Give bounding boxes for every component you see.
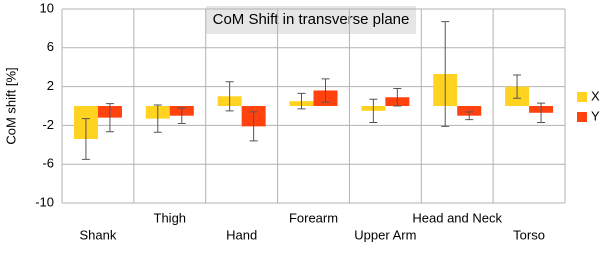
title-box	[206, 6, 416, 34]
error-bar	[321, 78, 330, 103]
x-tick-label: Forearm	[289, 210, 338, 225]
y-tick-label: 10	[40, 0, 54, 15]
error-bar	[81, 118, 90, 160]
legend-swatch	[577, 92, 587, 102]
x-tick-label: Shank	[79, 227, 116, 242]
x-tick-label: Head and Neck	[412, 210, 502, 225]
x-tick-label: Thigh	[154, 210, 187, 225]
bar	[457, 106, 482, 116]
x-tick-label: Upper Arm	[354, 227, 416, 242]
error-bar	[225, 81, 234, 112]
error-bar	[297, 92, 306, 110]
y-tick-label: 6	[47, 39, 54, 54]
error-bar	[465, 111, 474, 121]
error-bar	[441, 21, 450, 127]
legend-swatch	[577, 112, 587, 122]
error-bar	[393, 88, 402, 107]
error-bar	[513, 74, 522, 99]
legend-label: X	[591, 88, 600, 103]
y-axis-label: CoM shift [%]	[3, 67, 18, 144]
y-tick-label: -10	[35, 194, 54, 209]
x-tick-label: Torso	[513, 227, 545, 242]
x-tick-label: Hand	[226, 227, 257, 242]
legend-label: Y	[591, 108, 600, 123]
y-tick-label: -6	[42, 156, 54, 171]
error-bar	[153, 104, 162, 133]
error-bar	[105, 103, 114, 133]
y-tick-label: -2	[42, 117, 54, 132]
error-bar	[177, 107, 186, 124]
chart-title: CoM Shift in transverse plane	[213, 11, 410, 28]
error-bar	[249, 111, 258, 142]
error-bar	[537, 102, 546, 123]
y-tick-label: 2	[47, 78, 54, 93]
error-bar	[369, 98, 378, 123]
